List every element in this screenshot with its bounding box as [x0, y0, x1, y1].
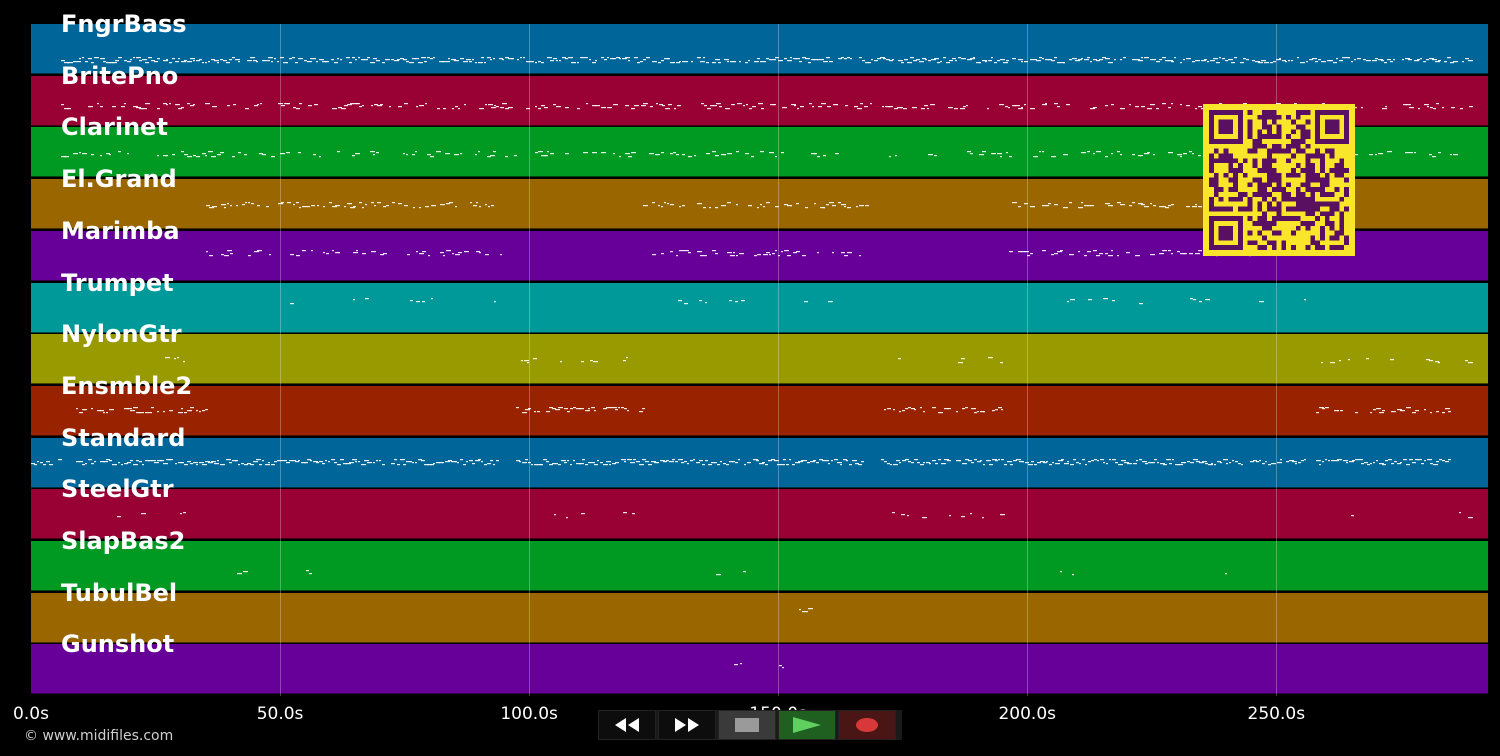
- track-name: Ensmble2: [61, 371, 193, 400]
- track-name: El.Grand: [61, 165, 177, 194]
- rewind-button[interactable]: [598, 710, 656, 740]
- time-tick-label: 200.0s: [998, 704, 1056, 724]
- note-marks: [799, 607, 813, 612]
- note-marks: [117, 512, 1473, 519]
- time-tick-label: 250.0s: [1247, 704, 1306, 724]
- qr-code-image: [1209, 110, 1349, 250]
- track-name: Gunshot: [61, 630, 175, 659]
- time-tick-label: 50.0s: [256, 704, 304, 724]
- record-icon: [856, 718, 878, 732]
- track-lane: SlapBas2: [31, 528, 1488, 591]
- track-name: Marimba: [61, 216, 180, 245]
- rewind-icon: [615, 718, 639, 732]
- play-button[interactable]: [778, 710, 836, 740]
- track-lane: Gunshot: [31, 631, 1488, 695]
- track-name: SlapBas2: [61, 527, 186, 555]
- copyright-text: © www.midifiles.com: [24, 728, 174, 744]
- track-lane: Trumpet: [31, 270, 1488, 333]
- track-lane: TubulBel: [31, 580, 1488, 643]
- track-name: FngrBass: [61, 10, 187, 38]
- track-name: TubulBel: [61, 578, 178, 607]
- track-name: Standard: [61, 423, 186, 452]
- time-tick-label: 100.0s: [500, 704, 558, 724]
- note-marks: [734, 663, 784, 669]
- note-marks: [61, 57, 1473, 64]
- note-marks: [237, 570, 1227, 576]
- fast-forward-button[interactable]: [658, 710, 716, 740]
- transport-controls: [598, 710, 902, 740]
- fast-forward-icon: [675, 718, 699, 732]
- play-icon: [793, 717, 821, 733]
- track-name: Trumpet: [61, 268, 174, 297]
- track-lane: Standard: [31, 425, 1488, 488]
- track-lane: SteelGtr: [31, 476, 1488, 540]
- track-lane: NylonGtr: [31, 321, 1488, 385]
- track-name: Clarinet: [61, 113, 168, 142]
- note-marks: [61, 102, 1473, 109]
- qr-code[interactable]: [1203, 104, 1355, 256]
- track-name: BritePno: [61, 61, 179, 90]
- note-marks: [165, 357, 1473, 364]
- record-button[interactable]: [838, 710, 896, 740]
- note-marks: [31, 458, 1451, 465]
- stop-icon: [735, 718, 759, 732]
- track-name: NylonGtr: [61, 320, 182, 349]
- note-marks: [76, 406, 1451, 414]
- time-tick-label: 0.0s: [13, 704, 49, 724]
- track-lane: Ensmble2: [31, 373, 1488, 436]
- note-marks: [290, 297, 1306, 304]
- stop-button[interactable]: [718, 710, 776, 740]
- track-lane: FngrBass: [31, 11, 1488, 74]
- track-name: SteelGtr: [61, 475, 174, 504]
